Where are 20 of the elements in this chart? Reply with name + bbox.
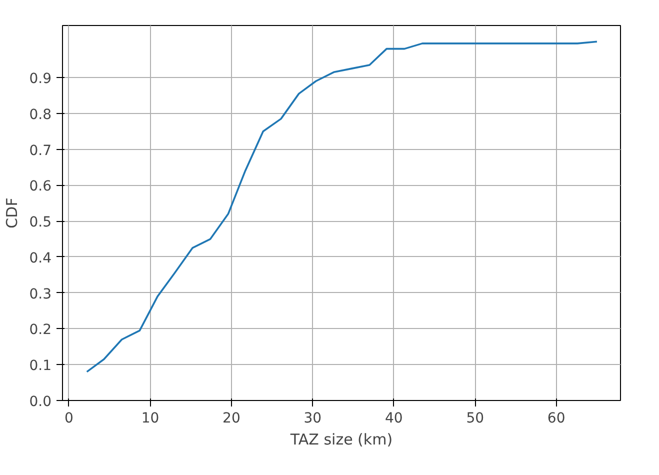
x-tick-label: 10 <box>141 410 160 426</box>
y-axis-title: CDF <box>3 198 22 228</box>
x-tick-label: 40 <box>384 410 403 426</box>
y-tick-label: 0.6 <box>29 178 52 195</box>
y-tick-label: 0.4 <box>29 250 52 266</box>
y-tick-label: 0.9 <box>29 71 52 88</box>
x-tick-label: 20 <box>222 410 240 426</box>
y-tick-label: 0.8 <box>29 106 52 123</box>
x-tick-label: 0 <box>64 410 74 426</box>
x-tick-label: 50 <box>466 410 484 426</box>
y-tick-label: 0.1 <box>29 358 52 374</box>
x-axis-title: TAZ size (km) <box>289 430 393 448</box>
y-tick-label: 0.3 <box>29 286 52 302</box>
y-tick-label: 0.7 <box>29 142 52 159</box>
y-tick-label: 0.5 <box>29 214 52 231</box>
y-tick-label: 0.2 <box>29 322 52 338</box>
x-tick-label: 30 <box>304 410 322 426</box>
line-series <box>86 40 598 373</box>
x-tick-label: 60 <box>547 410 566 426</box>
y-tick-label: 0.0 <box>29 394 52 410</box>
